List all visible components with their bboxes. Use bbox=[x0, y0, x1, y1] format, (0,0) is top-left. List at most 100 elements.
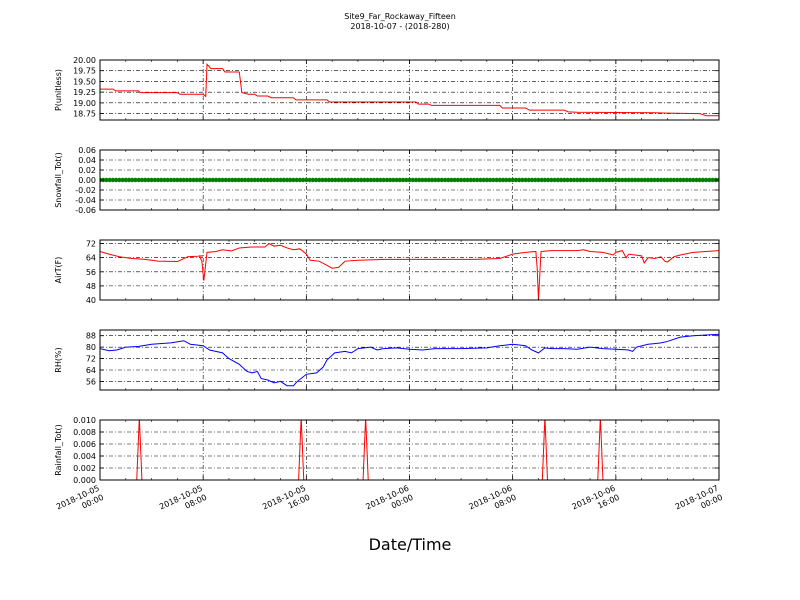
data-point bbox=[578, 177, 583, 183]
y-tick-label: 0.06 bbox=[78, 146, 96, 155]
figure-title: Site9_Far_Rockaway_Fifteen bbox=[344, 12, 456, 21]
data-point bbox=[181, 177, 187, 183]
y-axis-label: P(unitless) bbox=[54, 69, 63, 111]
data-point bbox=[320, 177, 325, 183]
data-point bbox=[339, 177, 344, 183]
data-point bbox=[371, 177, 377, 183]
y-tick-label: 56 bbox=[86, 377, 96, 386]
data-point bbox=[255, 177, 261, 183]
data-point bbox=[117, 177, 122, 183]
data-point bbox=[607, 177, 612, 183]
data-point bbox=[452, 177, 457, 183]
data-point bbox=[568, 177, 573, 183]
series-line bbox=[100, 420, 719, 480]
y-tick-label: 0.010 bbox=[73, 416, 96, 425]
x-tick-label: 2018-10-0616:00 bbox=[571, 484, 621, 521]
y-tick-label: -0.04 bbox=[75, 196, 96, 205]
data-point bbox=[252, 177, 257, 183]
y-tick-label: 20.00 bbox=[73, 56, 96, 65]
data-point bbox=[378, 177, 383, 183]
data-point bbox=[126, 177, 132, 183]
data-point bbox=[504, 177, 509, 183]
series-group bbox=[100, 420, 719, 480]
data-point bbox=[162, 177, 167, 183]
data-point bbox=[249, 177, 254, 183]
data-point bbox=[120, 177, 125, 183]
data-point bbox=[674, 177, 680, 183]
data-point bbox=[533, 177, 538, 183]
data-point bbox=[574, 177, 580, 183]
data-point bbox=[342, 177, 348, 183]
subplot-3: 40 48 56 64 72 AirT(F) bbox=[54, 239, 720, 305]
data-point bbox=[352, 177, 357, 183]
x-tick-label: 2018-10-0508:00 bbox=[158, 484, 208, 521]
series-group bbox=[100, 242, 719, 300]
data-point bbox=[258, 177, 264, 183]
data-point bbox=[404, 177, 409, 183]
data-point bbox=[445, 177, 451, 183]
data-point bbox=[110, 177, 116, 183]
data-point bbox=[391, 177, 396, 183]
data-point bbox=[355, 177, 361, 183]
series-group bbox=[100, 177, 719, 183]
data-point bbox=[365, 177, 370, 183]
data-point bbox=[603, 177, 609, 183]
data-point bbox=[649, 177, 654, 183]
data-point bbox=[436, 177, 441, 183]
data-point bbox=[262, 177, 267, 183]
y-tick-label: -0.02 bbox=[75, 186, 96, 195]
data-point bbox=[581, 177, 586, 183]
data-point bbox=[671, 177, 677, 183]
data-point bbox=[497, 177, 502, 183]
data-point bbox=[681, 177, 686, 183]
data-point bbox=[223, 177, 228, 183]
data-point bbox=[523, 177, 528, 183]
data-point bbox=[565, 177, 570, 183]
data-point bbox=[123, 177, 128, 183]
data-point bbox=[394, 177, 399, 183]
data-point bbox=[668, 177, 673, 183]
data-point bbox=[684, 177, 689, 183]
data-point bbox=[307, 177, 312, 183]
data-point bbox=[323, 177, 328, 183]
y-axis-label: RH(%) bbox=[54, 347, 63, 372]
data-point bbox=[439, 177, 444, 183]
data-point bbox=[597, 177, 602, 183]
y-tick-label: 0.00 bbox=[78, 176, 96, 185]
data-point bbox=[471, 177, 477, 183]
y-tick-label: 0.004 bbox=[73, 452, 96, 461]
subplot-5: 0.000 0.002 0.004 0.006 0.008 0.010 Rainfall_T… bbox=[54, 416, 720, 485]
data-point bbox=[246, 177, 251, 183]
data-point bbox=[387, 177, 393, 183]
data-point bbox=[204, 177, 209, 183]
series-group bbox=[100, 63, 719, 117]
data-point bbox=[558, 177, 564, 183]
data-point bbox=[384, 177, 390, 183]
data-point bbox=[368, 177, 374, 183]
data-point bbox=[458, 177, 464, 183]
data-point bbox=[313, 177, 319, 183]
data-point bbox=[707, 177, 712, 183]
data-point bbox=[397, 177, 403, 183]
data-point bbox=[520, 177, 525, 183]
y-tick-label: 0.02 bbox=[78, 166, 96, 175]
data-point bbox=[213, 177, 219, 183]
data-point bbox=[700, 177, 706, 183]
data-point bbox=[584, 177, 590, 183]
y-tick-label: 88 bbox=[86, 332, 96, 341]
x-tick-label: 2018-10-0608:00 bbox=[468, 484, 518, 521]
y-tick-label: 0.000 bbox=[73, 476, 96, 485]
x-axis-label: Date/Time bbox=[369, 535, 452, 554]
data-point bbox=[139, 177, 145, 183]
data-point bbox=[652, 177, 657, 183]
data-point bbox=[152, 177, 158, 183]
data-point bbox=[616, 177, 622, 183]
data-point bbox=[171, 177, 177, 183]
data-point bbox=[600, 177, 606, 183]
data-point bbox=[168, 177, 174, 183]
data-point bbox=[420, 177, 425, 183]
data-point bbox=[639, 177, 644, 183]
data-point bbox=[133, 177, 138, 183]
